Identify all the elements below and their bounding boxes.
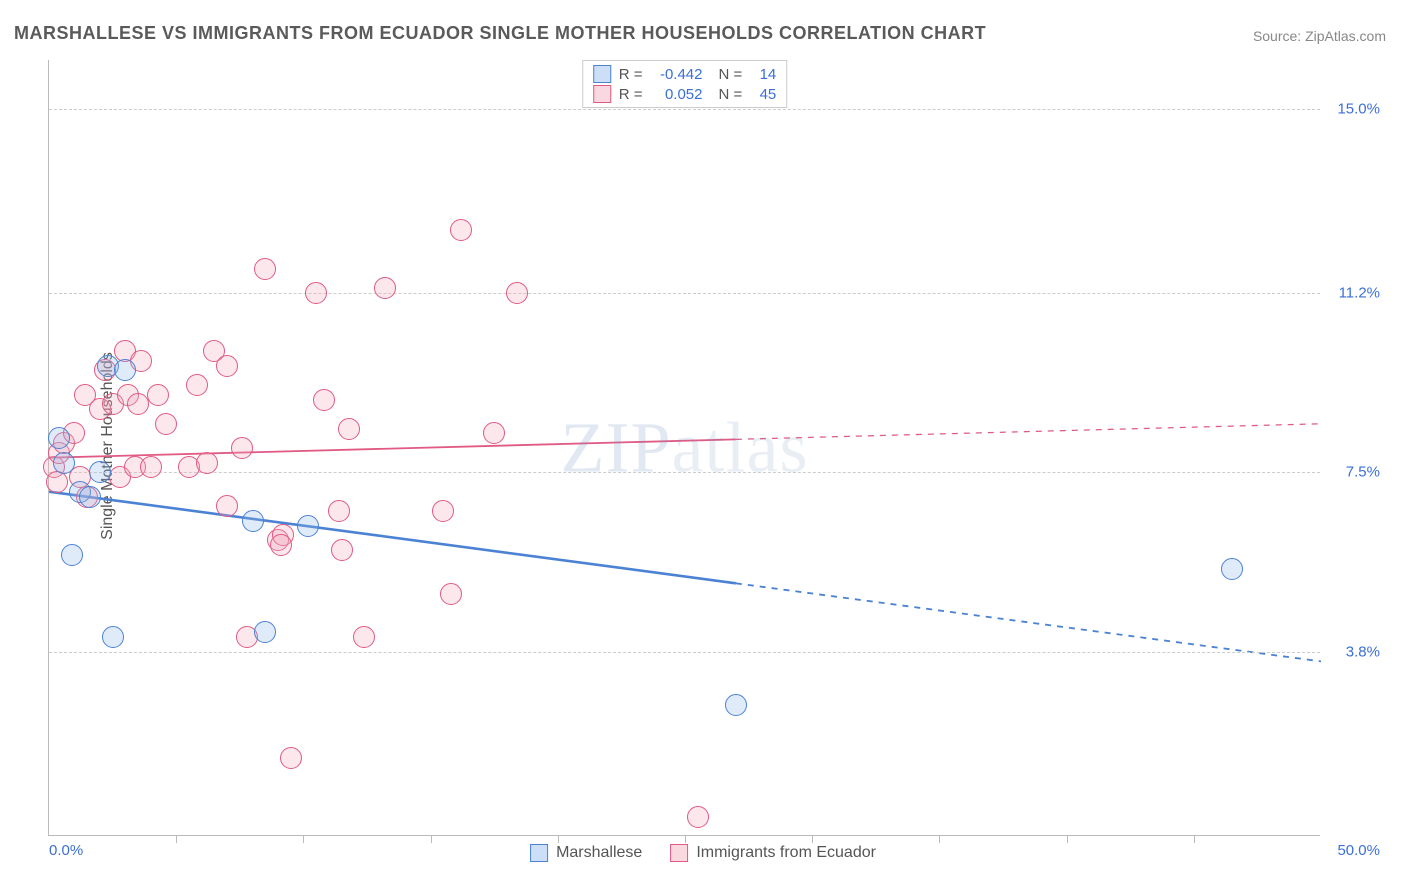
scatter-marker <box>305 282 327 304</box>
scatter-marker <box>687 806 709 828</box>
r-label: R = <box>619 66 643 83</box>
scatter-marker <box>374 277 396 299</box>
legend-swatch <box>593 65 611 83</box>
scatter-marker <box>331 539 353 561</box>
n-label: N = <box>719 66 743 83</box>
y-tick-label: 15.0% <box>1337 100 1380 117</box>
scatter-marker <box>79 486 101 508</box>
scatter-marker <box>216 495 238 517</box>
x-min-label: 0.0% <box>49 842 83 859</box>
legend-swatch <box>593 85 611 103</box>
scatter-marker <box>506 282 528 304</box>
watermark: ZIPatlas <box>561 406 809 489</box>
trendline-solid <box>49 492 736 584</box>
source-label: Source: ZipAtlas.com <box>1253 28 1386 44</box>
scatter-marker <box>297 515 319 537</box>
n-label: N = <box>719 86 743 103</box>
scatter-marker <box>725 694 747 716</box>
legend-row: R = 0.052 N = 45 <box>593 85 777 103</box>
scatter-marker <box>53 452 75 474</box>
legend-label: Marshallese <box>556 844 642 862</box>
scatter-marker <box>89 461 111 483</box>
trendline-dashed <box>736 424 1321 440</box>
scatter-marker <box>147 384 169 406</box>
trendline-dashed <box>736 583 1321 661</box>
legend-label: Immigrants from Ecuador <box>696 844 876 862</box>
x-tick <box>1194 835 1195 843</box>
x-tick <box>939 835 940 843</box>
scatter-marker <box>186 374 208 396</box>
correlation-legend: R = -0.442 N = 14 R = 0.052 N = 45 <box>582 60 788 108</box>
x-tick <box>558 835 559 843</box>
scatter-marker <box>48 427 70 449</box>
x-tick <box>176 835 177 843</box>
chart-title: MARSHALLESE VS IMMIGRANTS FROM ECUADOR S… <box>14 23 986 44</box>
scatter-marker <box>270 534 292 556</box>
scatter-marker <box>313 389 335 411</box>
scatter-marker <box>140 456 162 478</box>
legend-item: Immigrants from Ecuador <box>670 844 876 862</box>
n-value: 45 <box>750 86 776 103</box>
r-value: -0.442 <box>651 66 703 83</box>
scatter-marker <box>102 626 124 648</box>
scatter-marker <box>353 626 375 648</box>
legend-item: Marshallese <box>530 844 642 862</box>
scatter-marker <box>216 355 238 377</box>
y-tick-label: 3.8% <box>1346 643 1380 660</box>
watermark-bold: ZIP <box>561 407 672 487</box>
y-tick-label: 11.2% <box>1339 284 1380 301</box>
series-legend: Marshallese Immigrants from Ecuador <box>530 844 876 862</box>
legend-swatch <box>670 844 688 862</box>
r-value: 0.052 <box>651 86 703 103</box>
scatter-marker <box>242 510 264 532</box>
scatter-marker <box>127 393 149 415</box>
r-label: R = <box>619 86 643 103</box>
scatter-marker <box>432 500 454 522</box>
scatter-marker <box>155 413 177 435</box>
scatter-marker <box>46 471 68 493</box>
scatter-marker <box>440 583 462 605</box>
x-max-label: 50.0% <box>1337 842 1380 859</box>
x-tick <box>303 835 304 843</box>
x-tick <box>431 835 432 843</box>
y-tick-label: 7.5% <box>1346 464 1380 481</box>
scatter-marker <box>1221 558 1243 580</box>
scatter-marker <box>231 437 253 459</box>
watermark-thin: atlas <box>672 407 809 487</box>
scatter-marker <box>338 418 360 440</box>
scatter-marker <box>114 359 136 381</box>
gridline <box>49 652 1320 653</box>
scatter-marker <box>196 452 218 474</box>
legend-row: R = -0.442 N = 14 <box>593 65 777 83</box>
scatter-marker <box>280 747 302 769</box>
gridline <box>49 109 1320 110</box>
gridline <box>49 293 1320 294</box>
scatter-marker <box>254 621 276 643</box>
chart-container: MARSHALLESE VS IMMIGRANTS FROM ECUADOR S… <box>0 0 1406 892</box>
scatter-marker <box>483 422 505 444</box>
plot-area: ZIPatlas R = -0.442 N = 14 R = 0.052 N =… <box>48 60 1320 836</box>
x-tick <box>812 835 813 843</box>
scatter-marker <box>61 544 83 566</box>
x-tick <box>1067 835 1068 843</box>
scatter-marker <box>254 258 276 280</box>
scatter-marker <box>328 500 350 522</box>
legend-swatch <box>530 844 548 862</box>
n-value: 14 <box>750 66 776 83</box>
scatter-marker <box>450 219 472 241</box>
x-tick <box>685 835 686 843</box>
